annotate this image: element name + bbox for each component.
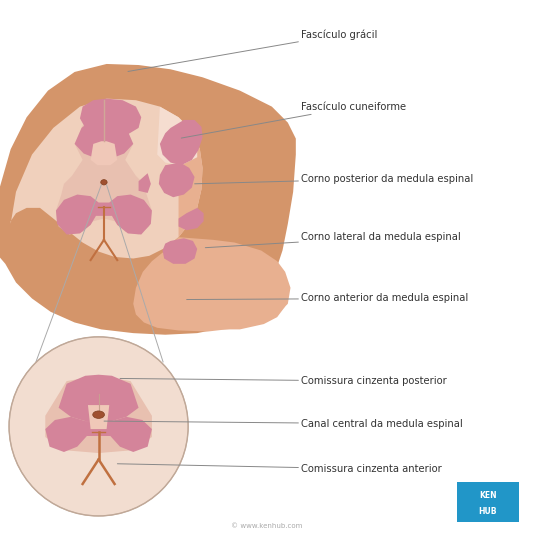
Ellipse shape [93,411,104,418]
Polygon shape [56,117,152,235]
Text: Comissura cinzenta anterior: Comissura cinzenta anterior [117,464,442,474]
Polygon shape [157,107,197,165]
Text: Canal central da medula espinal: Canal central da medula espinal [104,419,463,429]
Polygon shape [150,261,285,329]
Polygon shape [160,120,203,165]
Polygon shape [139,173,151,193]
Polygon shape [88,405,109,429]
Bar [457,482,519,522]
Text: Fascículo cuneiforme: Fascículo cuneiforme [181,102,406,138]
Text: Corno posterior da medula espinal: Corno posterior da medula espinal [195,174,473,184]
Text: Fascículo grácil: Fascículo grácil [128,29,377,71]
Ellipse shape [101,180,107,185]
Polygon shape [0,64,296,335]
Text: © www.kenhub.com: © www.kenhub.com [231,523,302,529]
Polygon shape [45,376,152,453]
Polygon shape [75,116,133,159]
Text: KEN: KEN [479,491,497,499]
Polygon shape [133,117,290,332]
Polygon shape [179,208,204,230]
Text: HUB: HUB [479,507,497,515]
Polygon shape [91,141,117,165]
Polygon shape [56,195,152,235]
Text: Comissura cinzenta posterior: Comissura cinzenta posterior [120,376,447,386]
Circle shape [9,337,188,516]
Polygon shape [159,163,195,197]
Text: Corno anterior da medula espinal: Corno anterior da medula espinal [187,294,469,303]
Polygon shape [80,99,141,136]
Circle shape [25,353,172,500]
Text: Corno lateral da medula espinal: Corno lateral da medula espinal [205,232,461,248]
Polygon shape [59,375,139,422]
Polygon shape [11,99,203,259]
Polygon shape [45,417,152,452]
Polygon shape [163,238,197,264]
